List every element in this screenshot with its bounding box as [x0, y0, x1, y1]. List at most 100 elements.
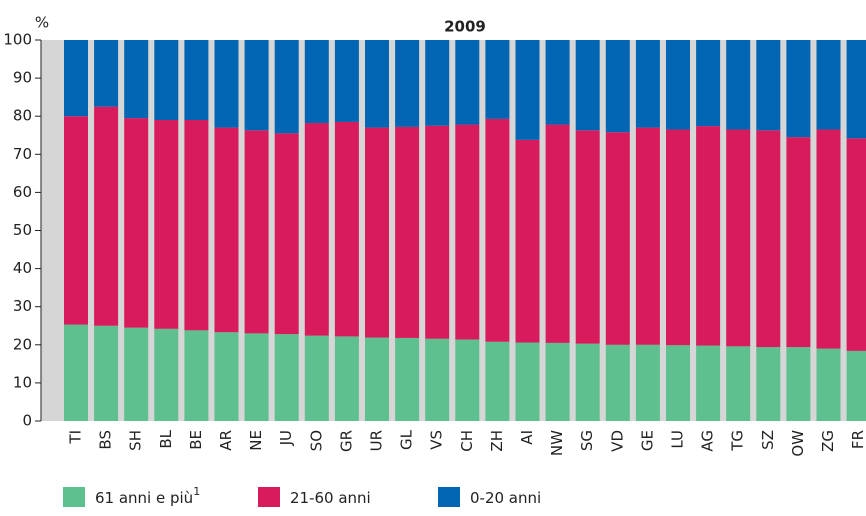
- legend-swatch: [438, 487, 460, 507]
- bar-segment: [154, 328, 179, 421]
- x-tick-label: CH: [458, 430, 476, 452]
- bar-segment: [756, 130, 781, 348]
- bar-segment: [545, 124, 570, 343]
- x-tick-label: VD: [608, 430, 626, 452]
- x-tick-label: AR: [217, 430, 235, 451]
- x-tick-label: JU: [277, 430, 295, 446]
- bar-segment: [756, 40, 781, 131]
- y-tick-label: 40: [13, 259, 32, 277]
- bar-segment: [666, 345, 690, 421]
- bar-segment: [244, 333, 269, 421]
- bar-segment: [696, 345, 721, 421]
- bar-segment: [304, 123, 329, 336]
- y-tick-label: 70: [13, 145, 32, 163]
- y-tick-label: 50: [13, 221, 32, 239]
- x-tick-label: GR: [337, 430, 355, 452]
- x-tick-label: SH: [127, 430, 145, 451]
- bar-segment: [244, 130, 269, 334]
- bar-segment: [515, 342, 540, 421]
- bar-segment: [575, 343, 600, 421]
- x-tick-label: ZG: [819, 430, 837, 452]
- bar-segment: [666, 40, 690, 130]
- bar-segment: [274, 40, 299, 134]
- x-tick-label: BE: [187, 430, 205, 450]
- chart-title: 2009: [444, 18, 486, 36]
- bar-segment: [696, 126, 721, 346]
- bar-segment: [244, 40, 269, 131]
- x-tick-label: OW: [789, 430, 807, 457]
- bar-segment: [605, 40, 630, 133]
- x-tick-label: LU: [669, 430, 687, 449]
- bar-segment: [334, 40, 359, 122]
- bar-segment: [184, 120, 209, 331]
- bar-segment: [846, 350, 866, 421]
- bar-segment: [635, 40, 660, 128]
- y-tick-label: 100: [3, 31, 32, 49]
- bar-segment: [425, 338, 450, 421]
- x-tick-label: VS: [428, 430, 446, 450]
- x-tick-label: TG: [729, 430, 747, 452]
- bar-segment: [124, 40, 149, 119]
- y-tick-label: 60: [13, 183, 32, 201]
- bar-segment: [726, 40, 751, 130]
- bar-segment: [94, 40, 119, 107]
- bar-segment: [64, 40, 88, 117]
- x-tick-label: NE: [247, 430, 265, 451]
- bar-segment: [846, 40, 866, 139]
- y-tick-label: 30: [13, 297, 32, 315]
- bar-segment: [515, 139, 540, 343]
- bar-segment: [334, 336, 359, 421]
- bar-segment: [154, 40, 179, 121]
- bar-segment: [365, 40, 389, 128]
- legend-label: 21-60 anni: [290, 489, 371, 507]
- legend-name: 21-60 anni: [290, 489, 371, 507]
- legend-name: 0-20 anni: [470, 489, 541, 507]
- y-tick-label: 20: [13, 335, 32, 353]
- bar-segment: [485, 341, 510, 421]
- bar-segment: [214, 40, 239, 128]
- legend-footnote: 1: [193, 485, 200, 498]
- bar-segment: [365, 127, 389, 338]
- x-tick-label: SG: [578, 430, 596, 451]
- bar-segment: [786, 40, 811, 138]
- bar-segment: [786, 137, 811, 348]
- bar-segment: [545, 342, 570, 421]
- bar-segment: [334, 121, 359, 337]
- bar-segment: [184, 330, 209, 421]
- bar-segment: [214, 332, 239, 421]
- bar-segment: [154, 120, 179, 329]
- bar-segment: [485, 118, 510, 342]
- bar-segment: [184, 40, 209, 121]
- x-tick-label: AI: [518, 430, 536, 445]
- y-tick-label: 80: [13, 107, 32, 125]
- x-tick-label: SO: [307, 430, 325, 451]
- legend-name: 61 anni e più: [95, 489, 193, 507]
- bar-segment: [124, 327, 149, 421]
- y-tick-label: 10: [13, 373, 32, 391]
- x-tick-label: GE: [638, 430, 656, 451]
- bar-segment: [64, 116, 88, 325]
- bar-segment: [395, 337, 420, 421]
- x-tick-label: NW: [548, 430, 566, 456]
- bar-segment: [816, 348, 841, 421]
- bar-segment: [425, 125, 450, 339]
- legend-label: 0-20 anni: [470, 489, 541, 507]
- bar-segment: [575, 40, 600, 131]
- bar-segment: [304, 335, 329, 421]
- bar-segment: [455, 40, 480, 125]
- bar-segment: [726, 129, 751, 347]
- bar-segment: [846, 138, 866, 351]
- bar-segment: [455, 339, 480, 421]
- bar-segment: [605, 132, 630, 345]
- x-tick-label: ZH: [488, 430, 506, 452]
- bar-segment: [64, 324, 88, 421]
- bar-segment: [395, 40, 420, 127]
- x-tick-label: FR: [849, 430, 866, 449]
- legend-swatch: [258, 487, 280, 507]
- bar-segment: [635, 344, 660, 421]
- x-tick-label: BS: [97, 430, 115, 450]
- y-tick-label: 90: [13, 69, 32, 87]
- bar-segment: [545, 40, 570, 125]
